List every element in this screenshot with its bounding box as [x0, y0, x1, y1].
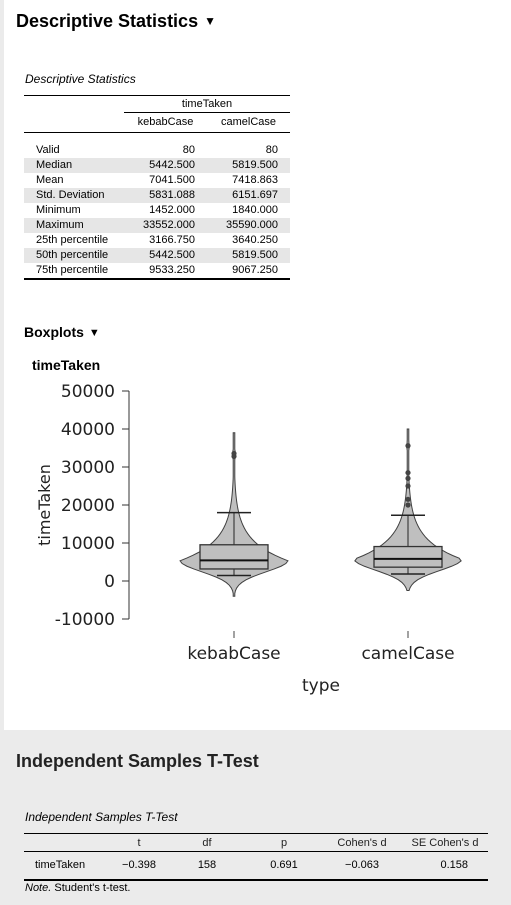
- y-axis-label: timeTaken: [35, 464, 54, 546]
- y-tick-label: 50000: [61, 382, 115, 402]
- table-row: 50th percentile 5442.500 5819.500: [24, 247, 290, 263]
- descriptives-heading[interactable]: Descriptive Statistics ▼: [16, 11, 216, 32]
- table-row: Median 5442.500 5819.500: [24, 157, 290, 173]
- y-tick-label: 20000: [61, 496, 115, 516]
- table-cell: 1840.000: [232, 203, 278, 216]
- descriptives-title: Descriptive Statistics: [16, 11, 199, 31]
- boxplots-title: Boxplots: [24, 324, 84, 340]
- outlier-point: [405, 496, 411, 502]
- ttest-table-caption: Independent Samples T-Test: [25, 810, 178, 824]
- y-tick-label: 30000: [61, 458, 115, 478]
- note-text: Student's t-test.: [51, 882, 131, 894]
- y-tick-label: 40000: [61, 420, 115, 440]
- violin-group-camelCase: [354, 428, 462, 591]
- violin-group-kebabCase: [179, 432, 289, 597]
- row-label: 50th percentile: [24, 247, 124, 263]
- table-cell: 7418.863: [232, 173, 278, 186]
- table-row: Minimum 1452.000 1840.000: [24, 203, 290, 218]
- column-header: t: [110, 833, 168, 852]
- boxplots-heading[interactable]: Boxplots ▼: [24, 324, 100, 340]
- outlier-point: [405, 470, 411, 476]
- table-cell: −0.063: [322, 851, 402, 881]
- descriptives-caret-icon[interactable]: ▼: [204, 14, 216, 28]
- x-tick-label: kebabCase: [187, 644, 280, 664]
- ttest-heading[interactable]: Independent Samples T-Test: [16, 751, 259, 771]
- table-cell: 5819.500: [207, 157, 290, 173]
- row-label: Maximum: [24, 217, 124, 233]
- row-label: Std. Deviation: [24, 187, 124, 203]
- column-header: Cohen's d: [322, 833, 402, 852]
- table-row: Mean 7041.500 7418.863: [24, 173, 290, 188]
- row-label: Mean: [36, 173, 64, 186]
- table-cell: 9533.250: [124, 262, 207, 280]
- table-cell: 3166.750: [149, 233, 195, 246]
- y-tick-label: 10000: [61, 534, 115, 554]
- plot-title: timeTaken: [32, 357, 101, 373]
- box-iqr: [373, 545, 443, 568]
- table-cell: 3640.250: [232, 233, 278, 246]
- table-cell: 158: [168, 851, 246, 881]
- row-label: 75th percentile: [24, 262, 124, 280]
- table-cell: 6151.697: [207, 187, 290, 203]
- table-cell: 1452.000: [149, 203, 195, 216]
- table-cell: 0.691: [246, 851, 322, 881]
- table-row: Std. Deviation 5831.088 6151.697: [24, 187, 290, 203]
- table-cell: 5831.088: [124, 187, 207, 203]
- column-header: SE Cohen's d: [402, 833, 488, 852]
- table-row: Valid 80 80: [24, 143, 290, 158]
- table-cell: −0.398: [110, 851, 168, 881]
- x-axis-label: type: [302, 676, 340, 696]
- outlier-point: [405, 483, 411, 489]
- outlier-point: [405, 502, 411, 508]
- table-cell: 0.158: [402, 851, 488, 881]
- x-tick-label: camelCase: [361, 644, 454, 664]
- table-row: timeTaken −0.398 158 0.691 −0.063 0.158: [24, 851, 488, 881]
- outlier-point: [405, 475, 411, 481]
- outlier-point: [405, 443, 411, 449]
- table-cell: 5819.500: [207, 247, 290, 263]
- table-row: 75th percentile 9533.250 9067.250: [24, 262, 290, 280]
- table-cell: 7041.500: [149, 173, 195, 186]
- y-tick-label: 0: [104, 572, 115, 592]
- box-iqr: [199, 544, 269, 570]
- y-tick-label: -10000: [55, 610, 115, 630]
- table-cell: 35590.000: [207, 217, 290, 233]
- boxplots-caret-icon[interactable]: ▼: [88, 327, 100, 339]
- note-label: Note.: [25, 882, 52, 894]
- table-cell: 80: [182, 143, 195, 156]
- table-row: 25th percentile 3166.750 3640.250: [24, 233, 290, 248]
- row-label: Minimum: [36, 203, 81, 216]
- x-axis: kebabCase camelCase type: [187, 631, 455, 696]
- outlier-point: [231, 450, 237, 457]
- descriptives-table-caption: Descriptive Statistics: [25, 72, 136, 86]
- y-axis: 50000 40000 30000 20000 10000 0 -10000 timeTake…: [35, 382, 130, 630]
- column-header: kebabCase: [124, 112, 207, 133]
- group-header: timeTaken: [124, 95, 290, 113]
- boxplot-chart: 50000 40000 30000 20000 10000 0 -10000 timeTake…: [35, 382, 462, 696]
- column-header: [24, 833, 110, 852]
- row-label: Valid: [36, 143, 60, 156]
- table-cell: 9067.250: [207, 262, 290, 280]
- row-label: timeTaken: [24, 851, 110, 881]
- column-header: df: [168, 833, 246, 852]
- table-cell: 80: [265, 143, 278, 156]
- row-label: Median: [24, 157, 124, 173]
- plot-marks: [179, 428, 462, 597]
- column-header: p: [246, 833, 322, 852]
- ttest-table: t df p Cohen's d SE Cohen's d timeTaken …: [24, 833, 488, 881]
- descriptives-body: Valid 80 80 Median 5442.500 5819.500 Mean 7041.…: [24, 133, 290, 280]
- table-cell: 5442.500: [124, 247, 207, 263]
- descriptives-table: timeTaken kebabCase camelCase Valid 80 80 M…: [24, 95, 290, 280]
- table-cell: 5442.500: [124, 157, 207, 173]
- table-cell: 33552.000: [124, 217, 207, 233]
- table-row: Maximum 33552.000 35590.000: [24, 217, 290, 233]
- column-header: camelCase: [207, 112, 290, 133]
- row-label: 25th percentile: [36, 233, 109, 246]
- ttest-note: Note. Student's t-test.: [25, 882, 130, 894]
